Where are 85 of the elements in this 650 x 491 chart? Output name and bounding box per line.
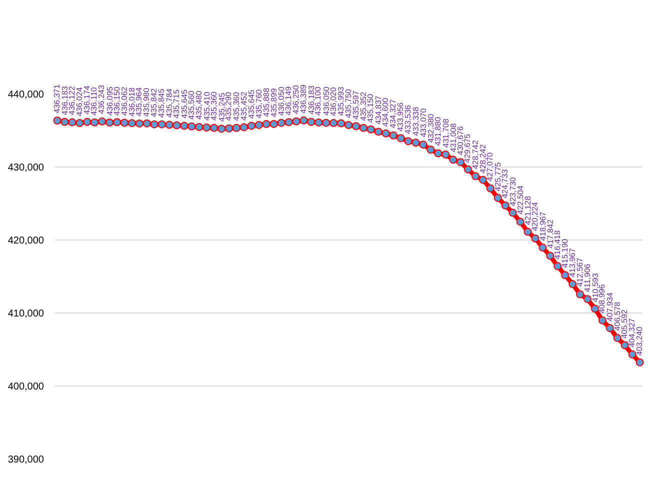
data-label: 431,708 <box>442 118 451 148</box>
data-label: 436,183 <box>60 86 70 116</box>
data-label: 435,150 <box>366 93 375 123</box>
data-label: 435,750 <box>344 88 353 118</box>
data-label: 436,389 <box>298 84 308 114</box>
data-label: 436,100 <box>314 86 323 116</box>
data-label: 435,845 <box>156 88 166 118</box>
data-label: 434,837 <box>374 95 384 125</box>
data-label: 436,243 <box>97 84 106 114</box>
data-label: 410,593 <box>590 272 600 302</box>
data-label: 435,715 <box>172 89 181 119</box>
y-tick-label: 410,000 <box>8 308 44 320</box>
data-label: 435,410 <box>202 91 212 121</box>
data-label: 435,645 <box>247 89 256 119</box>
data-label: 422,504 <box>516 185 526 214</box>
data-label: 435,899 <box>269 88 278 118</box>
data-label: 436,095 <box>106 86 115 116</box>
data-label: 436,110 <box>90 86 99 116</box>
data-label: 432,380 <box>426 113 436 143</box>
data-label: 415,190 <box>560 238 570 268</box>
data-label: 435,964 <box>134 86 144 116</box>
data-label: 436,149 <box>284 86 294 116</box>
data-label: 436,018 <box>127 87 136 116</box>
data-label: 418,967 <box>538 211 548 241</box>
data-label: 436,122 <box>67 86 76 115</box>
data-label: 435,560 <box>186 90 196 120</box>
data-label: 435,290 <box>224 91 234 121</box>
data-label: 407,934 <box>605 292 614 322</box>
data-label: 435,888 <box>262 87 271 117</box>
data-label: 411,906 <box>582 263 592 292</box>
data-label: 435,597 <box>351 90 360 120</box>
data-label: 435,760 <box>254 88 264 118</box>
data-label: 435,480 <box>194 90 204 120</box>
data-label: 424,733 <box>500 168 510 198</box>
data-label: 421,128 <box>523 196 532 226</box>
data-label: 408,996 <box>598 284 607 314</box>
data-label: 431,880 <box>433 116 442 146</box>
data-label: 425,775 <box>494 162 503 192</box>
data-label: 428,742 <box>470 140 480 170</box>
data-label: 427,070 <box>486 152 495 182</box>
y-tick-label: 430,000 <box>8 162 44 174</box>
y-tick-label: 390,000 <box>8 454 44 466</box>
data-label: 433,338 <box>412 106 421 136</box>
data-label: 436,250 <box>291 84 300 114</box>
data-label: 436,371 <box>52 84 62 114</box>
data-label: 435,842 <box>149 88 158 118</box>
data-label: 406,578 <box>612 301 622 331</box>
data-label: 435,784 <box>164 88 174 118</box>
data-label: 433,536 <box>404 104 413 134</box>
y-tick-label: 440,000 <box>8 90 44 100</box>
data-label: 435,352 <box>359 91 368 121</box>
data-label: 436,062 <box>120 86 130 116</box>
data-label: 404,327 <box>627 318 636 348</box>
data-label: 434,600 <box>380 97 390 127</box>
data-label: 436,020 <box>329 86 338 116</box>
data-label: 428,242 <box>478 144 488 174</box>
data-label: 436,050 <box>322 86 331 116</box>
data-label: 436,050 <box>276 86 286 116</box>
data-label: 433,070 <box>419 108 428 138</box>
data-label: 413,967 <box>568 248 578 278</box>
data-label: 429,675 <box>463 133 472 163</box>
data-label: 436,024 <box>75 86 84 116</box>
data-label: 435,993 <box>336 86 346 116</box>
y-tick-label: 420,000 <box>8 236 44 246</box>
data-label: 434,327 <box>388 98 398 128</box>
data-label: 435,980 <box>142 87 152 117</box>
data-label: 417,842 <box>546 218 555 248</box>
data-label: 435,452 <box>239 91 248 121</box>
data-label: 403,240 <box>634 326 644 356</box>
data-label: 420,224 <box>530 202 540 232</box>
data-label: 423,730 <box>508 176 518 206</box>
data-label: 433,956 <box>396 102 406 132</box>
data-label: 435,360 <box>232 91 242 121</box>
data-label: 436,183 <box>306 85 316 115</box>
y-tick-label: 400,000 <box>8 382 44 392</box>
data-label: 436,150 <box>112 86 122 116</box>
data-label: 431,008 <box>448 122 458 152</box>
data-label: 435,360 <box>210 90 219 120</box>
data-label: 435,645 <box>180 89 189 118</box>
data-label: 412,567 <box>575 257 584 287</box>
data-label: 435,245 <box>217 92 226 122</box>
data-label: 430,676 <box>456 126 465 156</box>
data-label: 436,174 <box>82 85 92 115</box>
data-label: 416,418 <box>552 230 562 260</box>
data-label: 405,592 <box>620 309 630 338</box>
